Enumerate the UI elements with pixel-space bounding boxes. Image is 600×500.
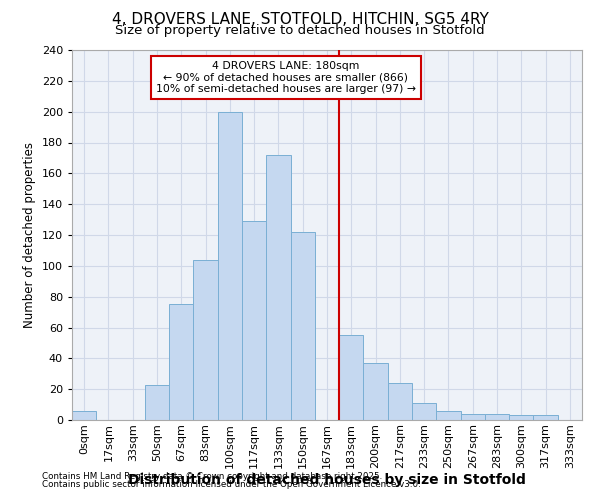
Bar bbox=[169, 304, 193, 420]
Bar bbox=[388, 383, 412, 420]
Text: Contains public sector information licensed under the Open Government Licence v3: Contains public sector information licen… bbox=[42, 480, 421, 489]
Text: 4, DROVERS LANE, STOTFOLD, HITCHIN, SG5 4RY: 4, DROVERS LANE, STOTFOLD, HITCHIN, SG5 … bbox=[112, 12, 488, 28]
Bar bbox=[218, 112, 242, 420]
Bar bbox=[364, 363, 388, 420]
Bar bbox=[339, 335, 364, 420]
Bar bbox=[193, 260, 218, 420]
Bar bbox=[461, 414, 485, 420]
Bar bbox=[412, 403, 436, 420]
Y-axis label: Number of detached properties: Number of detached properties bbox=[23, 142, 36, 328]
Bar bbox=[485, 414, 509, 420]
X-axis label: Distribution of detached houses by size in Stotfold: Distribution of detached houses by size … bbox=[128, 474, 526, 488]
Text: Size of property relative to detached houses in Stotfold: Size of property relative to detached ho… bbox=[115, 24, 485, 37]
Bar bbox=[242, 221, 266, 420]
Bar bbox=[72, 411, 96, 420]
Text: 4 DROVERS LANE: 180sqm
← 90% of detached houses are smaller (866)
10% of semi-de: 4 DROVERS LANE: 180sqm ← 90% of detached… bbox=[156, 61, 416, 94]
Bar bbox=[266, 155, 290, 420]
Bar bbox=[509, 416, 533, 420]
Bar bbox=[533, 416, 558, 420]
Bar bbox=[290, 232, 315, 420]
Text: Contains HM Land Registry data © Crown copyright and database right 2025.: Contains HM Land Registry data © Crown c… bbox=[42, 472, 382, 481]
Bar bbox=[145, 384, 169, 420]
Bar bbox=[436, 411, 461, 420]
